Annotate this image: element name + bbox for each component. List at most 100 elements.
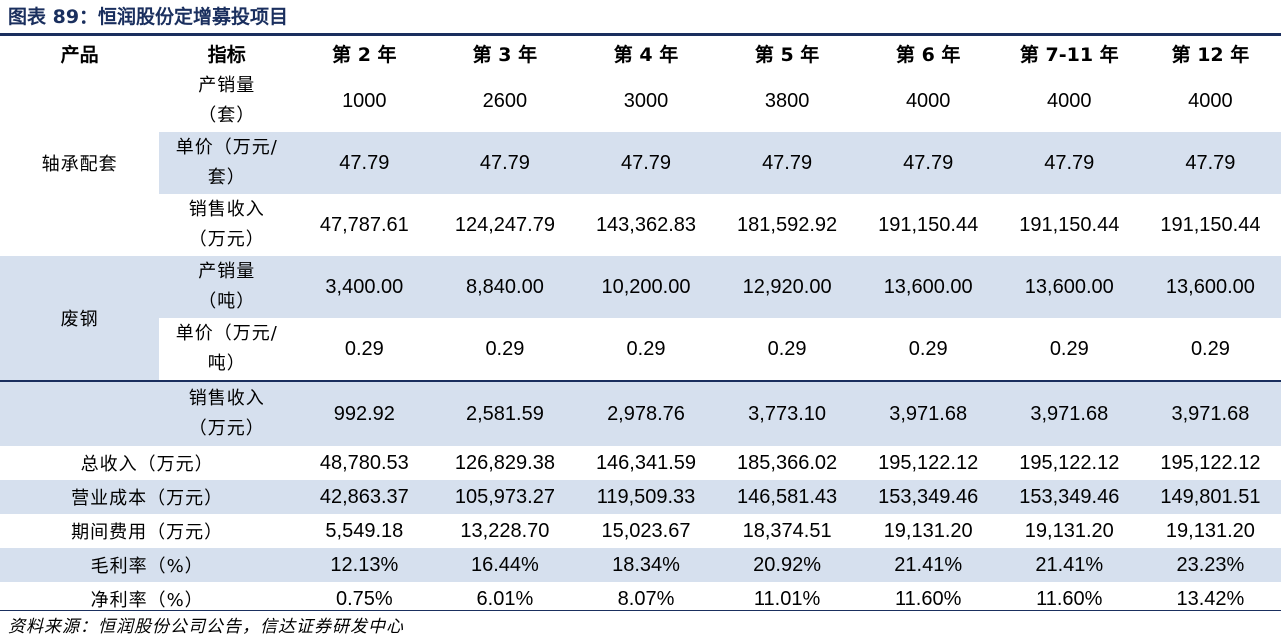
indicator-label: 单价（万元/ 吨） bbox=[159, 318, 294, 381]
table-cell: 0.29 bbox=[1190, 337, 1230, 360]
table-cell: 195,122.12 bbox=[878, 451, 979, 474]
table-cell: 42,863.37 bbox=[294, 480, 435, 514]
table-cell: 48,780.53 bbox=[319, 451, 409, 474]
table-cell: 47.79 bbox=[716, 132, 858, 194]
table-cell: 4000 bbox=[1188, 89, 1233, 112]
table-cell: 3,971.68 bbox=[998, 380, 1140, 446]
table-cell: 3800 bbox=[764, 89, 810, 112]
indicator-label-line: 产销量 bbox=[198, 75, 256, 96]
table-cell: 3,400.00 bbox=[294, 256, 435, 318]
indicator-label-line: （套） bbox=[198, 105, 256, 126]
indicator-label: 产销量 （吨） bbox=[159, 256, 295, 318]
table-cell: 143,362.83 bbox=[595, 213, 697, 236]
table-row: 净利率（%） 0.75% 6.01% 8.07% 11.01% 11.60% 1… bbox=[0, 582, 1281, 616]
table-row: 销售收入 （万元） 992.92 2,581.59 2,978.76 3,773… bbox=[0, 380, 1281, 446]
table-cell: 191,150.44 bbox=[1019, 213, 1120, 236]
table-cell: 185,366.02 bbox=[737, 451, 838, 474]
table-cell: 6.01% bbox=[476, 587, 534, 610]
table-cell: 12,920.00 bbox=[716, 256, 858, 318]
indicator-label: 销售收入 （万元） bbox=[159, 194, 294, 256]
table-cell: 153,349.46 bbox=[998, 480, 1140, 514]
title-rule bbox=[0, 33, 1281, 36]
header-year-12: 第 12 年 bbox=[1171, 43, 1250, 66]
table-cell: 124,247.79 bbox=[454, 213, 555, 236]
indicator-label-line: （吨） bbox=[198, 291, 256, 312]
indicator-label-line: （万元） bbox=[188, 229, 265, 250]
table-cell: 149,801.51 bbox=[1139, 480, 1281, 514]
table-cell: 47.79 bbox=[575, 132, 717, 194]
indicator-label-line: 产销量 bbox=[198, 261, 256, 282]
project-table: 产品 指标 第 2 年 第 3 年 第 4 年 第 5 年 第 6 年 第 7-… bbox=[0, 36, 1281, 616]
table-cell: 153,349.46 bbox=[857, 480, 999, 514]
table-cell: 19,131.20 bbox=[1165, 519, 1255, 542]
table-cell: 16.44% bbox=[434, 548, 576, 582]
header-year-7-11: 第 7-11 年 bbox=[1019, 43, 1119, 66]
indicator-label-line: 吨） bbox=[207, 353, 246, 374]
table-cell: 126,829.38 bbox=[454, 451, 555, 474]
indicator-label: 单价（万元/ 套） bbox=[159, 132, 295, 194]
table-row: 总收入（万元） 48,780.53 126,829.38 146,341.59 … bbox=[0, 446, 1281, 480]
table-cell: 11.01% bbox=[753, 587, 821, 610]
table-row: 废钢 产销量 （吨） 3,400.00 8,840.00 10,200.00 1… bbox=[0, 256, 1281, 381]
table-cell: 8,840.00 bbox=[434, 256, 576, 318]
table-cell: 47,787.61 bbox=[319, 213, 409, 236]
header-row: 产品 指标 第 2 年 第 3 年 第 4 年 第 5 年 第 6 年 第 7-… bbox=[0, 36, 1281, 70]
summary-label: 营业成本（万元） bbox=[0, 480, 295, 514]
table-cell: 47.79 bbox=[434, 132, 576, 194]
indicator-label: 产销量 （套） bbox=[159, 70, 294, 132]
summary-label: 净利率（%） bbox=[90, 590, 204, 611]
table-cell: 23.23% bbox=[1139, 548, 1281, 582]
table-cell: 19,131.20 bbox=[1024, 519, 1114, 542]
table-row: 毛利率（%） 12.13% 16.44% 18.34% 20.92% 21.41… bbox=[0, 548, 1281, 582]
header-indicator: 指标 bbox=[207, 43, 246, 66]
table-cell: 20.92% bbox=[716, 548, 858, 582]
table-cell: 191,150.44 bbox=[1160, 213, 1261, 236]
table-cell: 0.29 bbox=[626, 337, 666, 360]
table-cell: 0.29 bbox=[344, 337, 384, 360]
source-note: 资料来源：恒润股份公司公告，信达证券研发中心 bbox=[8, 617, 404, 637]
table-cell: 119,509.33 bbox=[575, 480, 717, 514]
summary-label: 毛利率（%） bbox=[0, 548, 295, 582]
table-row: 期间费用（万元） 5,549.18 13,228.70 15,023.67 18… bbox=[0, 514, 1281, 548]
table-cell: 21.41% bbox=[998, 548, 1140, 582]
table-cell: 47.79 bbox=[1139, 132, 1281, 194]
table-cell: 47.79 bbox=[857, 132, 999, 194]
table-cell: 15,023.67 bbox=[601, 519, 691, 542]
table-cell: 11.60% bbox=[1036, 587, 1103, 610]
table-cell: 0.29 bbox=[485, 337, 525, 360]
indicator-label-line: （万元） bbox=[188, 418, 265, 439]
table-cell: 5,549.18 bbox=[325, 519, 404, 542]
indicator-label-line: 单价（万元/ bbox=[175, 137, 278, 158]
table-cell: 13,600.00 bbox=[857, 256, 999, 318]
table-cell: 0.29 bbox=[1049, 337, 1089, 360]
source-rule bbox=[0, 610, 1281, 611]
header-year-4: 第 4 年 bbox=[613, 43, 679, 66]
table-cell: 2,978.76 bbox=[575, 380, 717, 446]
table-cell: 13,600.00 bbox=[1139, 256, 1281, 318]
table-cell: 105,973.27 bbox=[434, 480, 576, 514]
header-year-6: 第 6 年 bbox=[895, 43, 961, 66]
table-cell: 2600 bbox=[482, 89, 528, 112]
table-cell: 2,581.59 bbox=[434, 380, 576, 446]
indicator-label-line: 销售收入 bbox=[188, 199, 265, 220]
table-cell: 18.34% bbox=[575, 548, 717, 582]
header-year-2: 第 2 年 bbox=[332, 43, 397, 66]
table-cell: 10,200.00 bbox=[575, 256, 717, 318]
table-cell: 992.92 bbox=[294, 380, 435, 446]
indicator-label-line: 销售收入 bbox=[188, 388, 265, 409]
summary-label: 期间费用（万元） bbox=[71, 522, 224, 543]
table-cell: 13,600.00 bbox=[998, 256, 1140, 318]
summary-label: 总收入（万元） bbox=[80, 454, 214, 475]
table-cell: 47.79 bbox=[294, 132, 435, 194]
table-cell: 3,971.68 bbox=[1139, 380, 1281, 446]
table-cell: 146,341.59 bbox=[595, 451, 697, 474]
table-cell: 0.29 bbox=[767, 337, 807, 360]
table-row: 营业成本（万元） 42,863.37 105,973.27 119,509.33… bbox=[0, 480, 1281, 514]
header-product: 产品 bbox=[60, 43, 99, 66]
header-year-3: 第 3 年 bbox=[472, 43, 538, 66]
table-cell: 12.13% bbox=[294, 548, 435, 582]
group-scrap: 废钢 bbox=[0, 256, 160, 381]
table-cell: 4000 bbox=[1047, 89, 1092, 112]
table-cell: 195,122.12 bbox=[1160, 451, 1261, 474]
figure-title: 图表 89：恒润股份定增募投项目 bbox=[8, 6, 289, 28]
